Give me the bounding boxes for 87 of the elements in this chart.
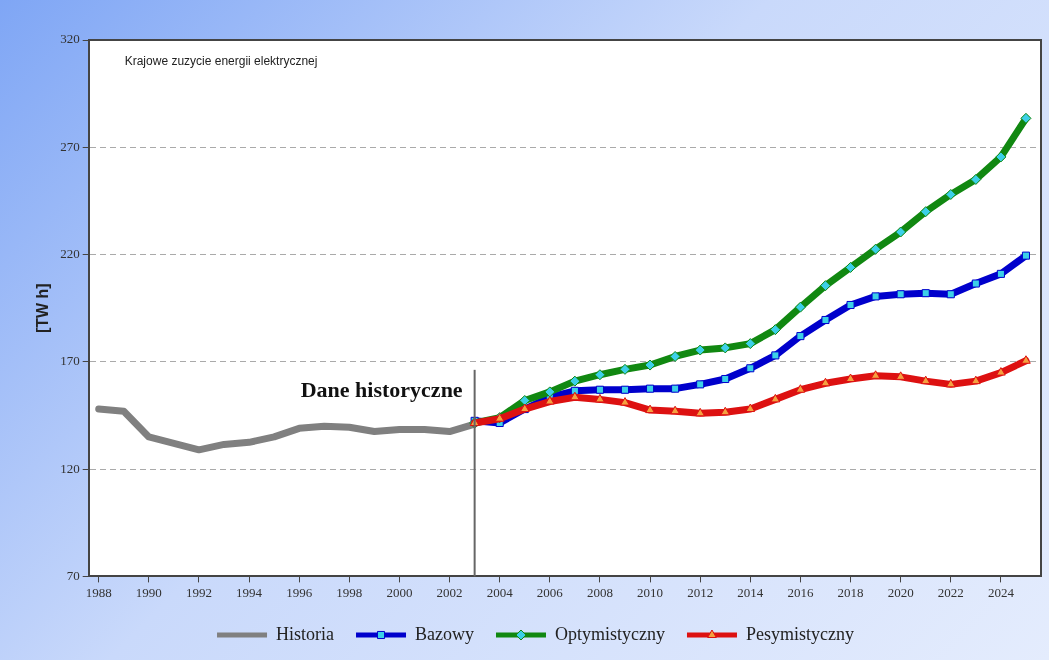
point bbox=[821, 315, 830, 325]
point bbox=[519, 394, 531, 406]
point bbox=[644, 359, 656, 371]
point bbox=[1021, 355, 1031, 364]
text: Krajowe zuzycie energii elektrycznej bbox=[124, 54, 318, 69]
point bbox=[744, 338, 756, 350]
x-tick-label: 1996 bbox=[286, 584, 313, 600]
x-tick-label: 2002 bbox=[436, 584, 463, 600]
x-tick-label: 2018 bbox=[837, 584, 864, 600]
point bbox=[794, 301, 806, 313]
point bbox=[795, 384, 806, 393]
point bbox=[769, 324, 781, 336]
point bbox=[770, 393, 781, 403]
point bbox=[920, 206, 932, 218]
x-tick-label: 2020 bbox=[887, 584, 914, 600]
point bbox=[645, 404, 655, 414]
x-tick-label: 2012 bbox=[687, 584, 714, 600]
point bbox=[870, 370, 881, 379]
point bbox=[670, 405, 680, 415]
point bbox=[946, 290, 955, 299]
legend-label: Pesymistyczny bbox=[745, 623, 854, 644]
point bbox=[896, 290, 905, 299]
point bbox=[895, 226, 907, 238]
point bbox=[746, 364, 755, 373]
point bbox=[995, 151, 1007, 163]
point bbox=[695, 407, 706, 417]
point bbox=[646, 384, 655, 393]
point bbox=[970, 173, 982, 185]
ref-line-label: Dane historyczne bbox=[300, 376, 463, 402]
point bbox=[920, 375, 931, 385]
point bbox=[971, 279, 980, 288]
point bbox=[570, 391, 580, 401]
y-tick-label: 170 bbox=[60, 353, 80, 369]
point bbox=[696, 380, 705, 389]
x-tick-label: 2014 bbox=[737, 584, 764, 600]
point bbox=[720, 406, 731, 416]
y-tick-label: 120 bbox=[60, 460, 80, 476]
point bbox=[845, 261, 857, 273]
x-tick-label: 1988 bbox=[85, 584, 112, 600]
point bbox=[796, 332, 805, 341]
point bbox=[721, 374, 730, 384]
point bbox=[1020, 112, 1032, 124]
x-tick-label: 2000 bbox=[386, 584, 413, 600]
y-tick-label: 220 bbox=[60, 245, 80, 261]
x-tick-label: 2022 bbox=[937, 584, 964, 600]
point bbox=[871, 292, 880, 301]
point bbox=[945, 188, 957, 200]
point bbox=[846, 300, 855, 310]
point bbox=[771, 351, 780, 360]
point bbox=[569, 375, 581, 387]
x-tick-label: 2006 bbox=[536, 584, 564, 600]
point bbox=[819, 280, 831, 292]
x-tick-label: 1994 bbox=[236, 584, 263, 600]
x-tick-label: 2008 bbox=[586, 584, 613, 600]
y-tick-label: 270 bbox=[60, 138, 80, 154]
point bbox=[620, 385, 630, 394]
point bbox=[870, 243, 882, 255]
point bbox=[719, 342, 731, 354]
x-tick-label: 2004 bbox=[486, 584, 514, 600]
y-axis-title: [TW h] bbox=[34, 283, 52, 334]
point bbox=[594, 369, 606, 381]
point bbox=[595, 393, 605, 403]
point bbox=[996, 269, 1005, 278]
x-tick-label: 1990 bbox=[135, 584, 162, 600]
point bbox=[921, 289, 930, 298]
point bbox=[971, 375, 981, 385]
x-tick-label: 1992 bbox=[185, 584, 212, 600]
legend-label: Optymistyczny bbox=[555, 623, 665, 644]
y-tick-label: 320 bbox=[60, 31, 80, 47]
point bbox=[996, 367, 1006, 376]
point bbox=[820, 377, 831, 387]
point bbox=[671, 384, 680, 393]
point bbox=[1021, 251, 1030, 260]
x-tick-label: 1998 bbox=[336, 584, 363, 600]
point bbox=[694, 344, 706, 356]
point bbox=[544, 386, 556, 398]
point bbox=[620, 397, 630, 406]
point bbox=[595, 385, 604, 394]
x-tick-label: 2010 bbox=[637, 584, 664, 600]
legend-label: Bazowy bbox=[415, 623, 474, 644]
point bbox=[945, 378, 956, 388]
x-tick-label: 2016 bbox=[787, 584, 814, 600]
point bbox=[669, 350, 681, 362]
x-tick-label: 2024 bbox=[987, 584, 1015, 600]
y-tick-label: 70 bbox=[66, 567, 80, 583]
point bbox=[619, 363, 631, 375]
legend-label: Historia bbox=[276, 623, 335, 644]
